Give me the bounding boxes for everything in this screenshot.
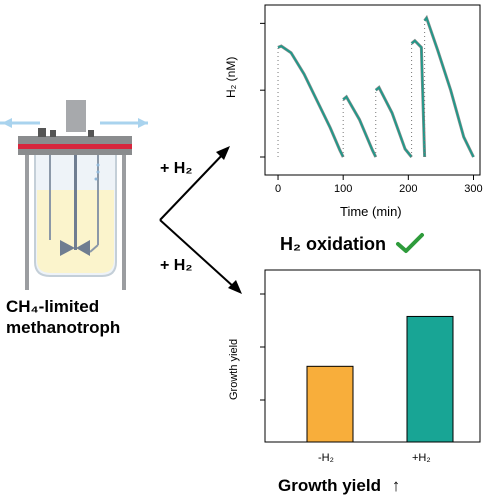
stirrer-shaft (74, 155, 77, 250)
arrow-bottom-label: + H₂ (160, 257, 193, 274)
h2-x-tick-label-3: 300 (464, 183, 482, 195)
h2-fit-series-4 (423, 16, 475, 158)
reactor-lid (18, 136, 132, 144)
reactor-label-line1: CH₄-limited (6, 297, 100, 316)
growth-yield-caption: Growth yield ↑ (278, 476, 400, 496)
h2-x-tick-label-1: 100 (334, 183, 352, 195)
h2-fit-series-0 (277, 45, 344, 158)
h2-x-axis-label: Time (min) (340, 204, 402, 219)
h2-x-tick-label-2: 200 (399, 183, 417, 195)
branch-arrows (159, 146, 242, 294)
h2-fit-series-3 (411, 39, 426, 158)
h2-series-group (277, 14, 475, 158)
reactor-label-line2: methanotroph (6, 318, 121, 337)
h2-y-axis-label: H₂ (nM) (224, 56, 238, 98)
reactor-label: CH₄-limited methanotroph (6, 296, 166, 338)
impeller (60, 240, 75, 256)
h2-oxidation-chart: 0 100 200 300 (260, 4, 483, 195)
gas-flow-arrows (0, 118, 148, 128)
checkmark-icon (396, 233, 425, 253)
h2-oxidation-caption-text: H₂ oxidation (280, 234, 386, 254)
growth-yield-bar-0 (306, 365, 354, 443)
h2-oxidation-caption: H₂ oxidation (280, 232, 425, 255)
h2-fit-series-1 (342, 95, 377, 158)
growth-yield-caption-text: Growth yield (278, 476, 381, 495)
h2-x-ticks: 0 100 200 300 (275, 175, 483, 195)
arrow-up-head (216, 146, 230, 160)
arrow-top-label: + H₂ (160, 160, 193, 177)
growth-yield-y-axis-label: Growth yield (228, 338, 240, 400)
growth-yield-chart (260, 269, 481, 443)
bar-label-minus-h2: -H₂ (318, 452, 334, 464)
gy-bars-group (306, 315, 454, 443)
up-arrow-icon: ↑ (391, 476, 401, 495)
motor (66, 100, 86, 132)
h2-y-ticks (260, 22, 265, 158)
arrow-down-head (228, 280, 242, 294)
h2-fit-series-2 (375, 86, 413, 158)
h2-x-tick-label-0: 0 (275, 183, 281, 195)
growth-yield-bar-1 (406, 315, 454, 443)
bar-label-plus-h2: +H₂ (412, 452, 431, 464)
bioreactor-illustration (0, 100, 148, 290)
